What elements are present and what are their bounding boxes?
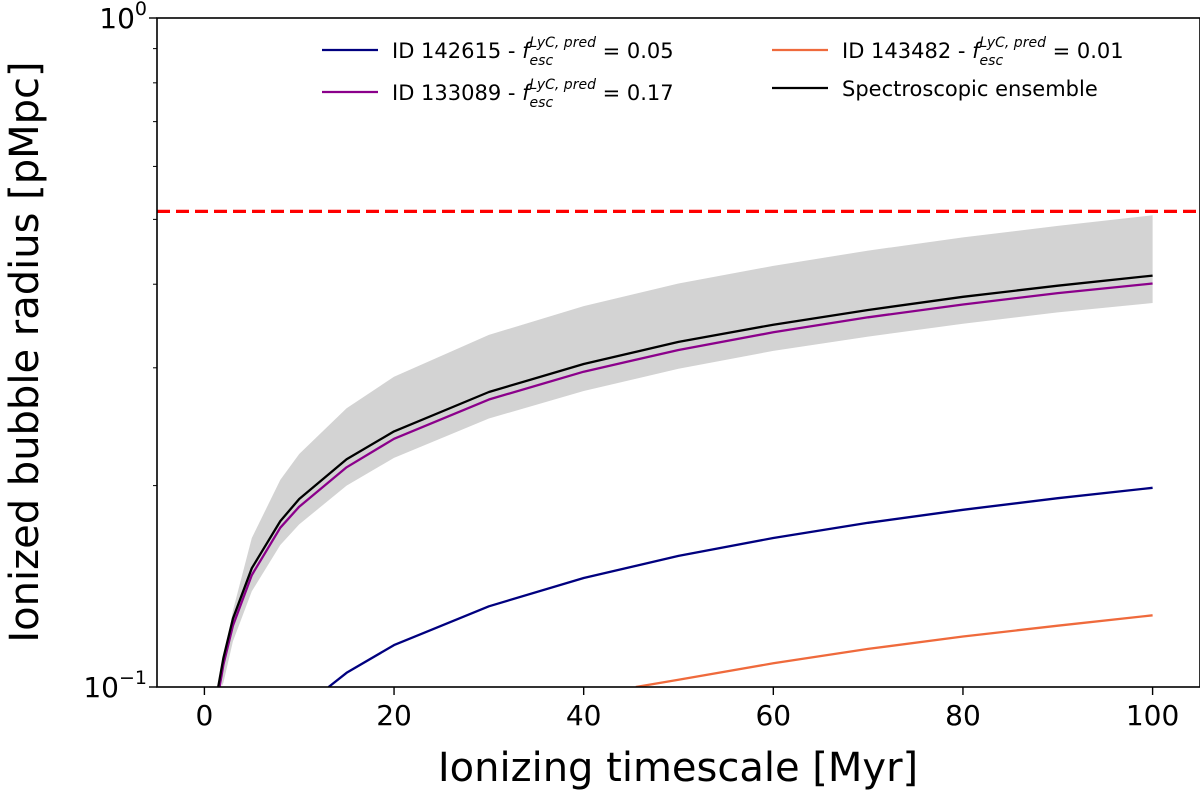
legend-entry: Spectroscopic ensemble <box>842 77 1098 101</box>
series-line-id-143482 <box>635 614 1153 687</box>
x-tick-label: 40 <box>566 699 602 732</box>
series-line-id-142615 <box>327 486 1153 687</box>
y-tick-label: 10−1 <box>83 667 147 704</box>
x-tick-label: 100 <box>1126 699 1179 732</box>
x-tick-label: 80 <box>945 699 981 732</box>
x-tick-label: 0 <box>195 699 213 732</box>
legend-entry: ID 143482 - fLyC, pred esc = 0.01 <box>842 35 1124 69</box>
series-line-id-133089 <box>218 282 1153 687</box>
series-line-spectroscopic-ensemble <box>217 274 1153 687</box>
plot-frame <box>156 17 1200 688</box>
x-axis-label: Ionizing timescale [Myr] <box>438 745 918 791</box>
y-tick-label: 100 <box>99 0 147 35</box>
uncertainty-band <box>221 215 1153 687</box>
x-tick-label: 20 <box>376 699 412 732</box>
legend-entry: ID 133089 - fLyC, pred esc = 0.17 <box>392 77 674 111</box>
x-tick-label: 60 <box>755 699 791 732</box>
legend-entry: ID 142615 - fLyC, pred esc = 0.05 <box>392 35 674 69</box>
y-axis-label: Ionized bubble radius [pMpc] <box>2 61 48 642</box>
